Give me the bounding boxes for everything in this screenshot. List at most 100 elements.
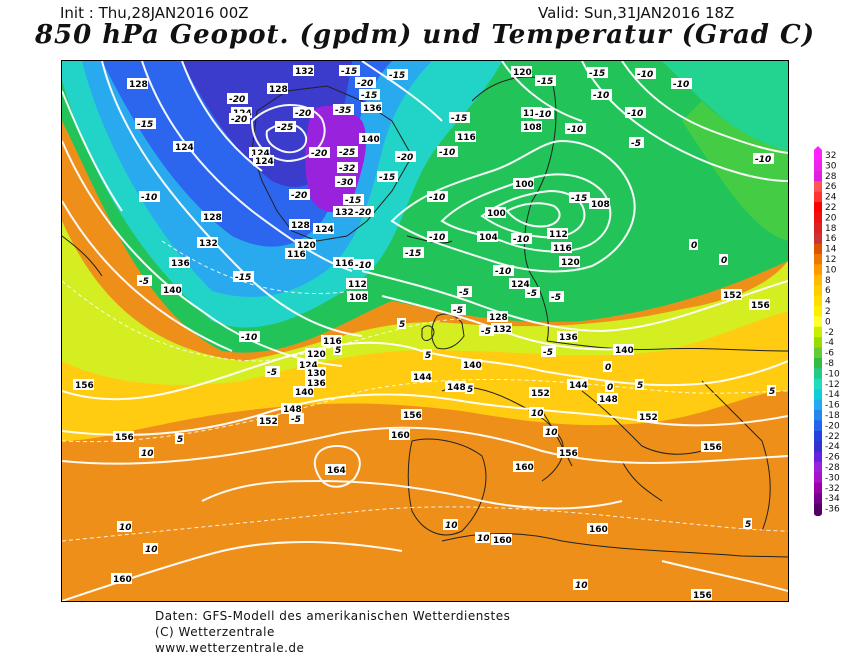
temperature-label: -10 (429, 193, 445, 203)
legend-label: 2 (825, 307, 831, 317)
temperature-label-bg (395, 151, 416, 162)
geopotential-label: 120 (307, 350, 326, 360)
geopotential-label-bg (111, 573, 132, 584)
temperature-label-bg (767, 385, 776, 396)
geopotential-label: 120 (513, 68, 532, 78)
geopotential-label: 152 (531, 389, 550, 399)
geopotential-label: 160 (493, 536, 512, 546)
legend-label: -20 (825, 421, 840, 431)
geopotential-label: 128 (269, 85, 288, 95)
temperature-label-bg (569, 192, 590, 203)
geopotential-label-bg (161, 284, 182, 295)
temperature-label: 5 (637, 381, 643, 391)
geopotential-label: 136 (307, 379, 326, 389)
temperature-label: 0 (721, 256, 727, 266)
geopotential-label: 160 (113, 575, 132, 585)
temperature-label: -20 (357, 79, 373, 89)
temperature-legend: 32 30 28 26 24 22 20 18 16 14 12 10 8 6 4 2 0 -2 -4 -6 -8 -10… (812, 146, 850, 518)
temperature-label-bg (117, 521, 132, 532)
geopotential-label: 152 (259, 417, 278, 427)
geopotential-label-bg (127, 78, 148, 89)
temperature-label-bg (309, 147, 330, 158)
temperature-label: 10 (545, 428, 558, 438)
temperature-label-bg (233, 271, 254, 282)
temperature-label-bg (635, 68, 656, 79)
temperature-label-bg (671, 78, 692, 89)
legend-swatch (814, 285, 822, 297)
geopotential-label: 100 (487, 209, 506, 219)
footer-website: www.wetterzentrale.de (155, 641, 305, 655)
geopotential-label: 132 (199, 239, 218, 249)
geopotential-label: 140 (361, 135, 380, 145)
temperature-label: -5 (267, 368, 277, 378)
temperature-label: 5 (425, 351, 431, 361)
temperature-label-bg (175, 433, 184, 444)
geopotential-label-bg (587, 523, 608, 534)
temperature-label-bg (541, 346, 556, 357)
legend-label: 12 (825, 255, 836, 265)
geopotential-label-bg (557, 331, 578, 342)
temperature-label: -15 (451, 114, 467, 124)
temperature-label: -20 (295, 109, 311, 119)
geopotential-label: 156 (403, 411, 422, 421)
geopotential-label-bg (201, 211, 222, 222)
temperature-label: -10 (355, 261, 371, 271)
geopotential-label: 152 (639, 413, 658, 423)
temperature-label-bg (355, 77, 376, 88)
geopotential-label-bg (333, 257, 354, 268)
legend-swatch (814, 274, 822, 286)
temperature-label: -10 (495, 267, 511, 277)
legend-label: -30 (825, 473, 840, 483)
temperature-label: -15 (137, 120, 153, 130)
geopotential-label: 132 (295, 67, 314, 77)
legend-label: -34 (825, 494, 840, 504)
temperature-label-bg (743, 518, 752, 529)
temperature-label: -15 (389, 71, 405, 81)
geopotential-label: 108 (591, 200, 610, 210)
geopotential-label-bg (509, 278, 530, 289)
temperature-label-bg (475, 532, 490, 543)
temperature-label: 10 (531, 409, 544, 419)
temperature-label: 10 (445, 521, 458, 531)
geopotential-label-bg (325, 464, 346, 475)
temperature-label: -10 (755, 155, 771, 165)
weather-map: 1281281321241241241241281281241321321361… (61, 60, 789, 602)
legend-label: 6 (825, 286, 831, 296)
geopotential-label-bg (749, 299, 770, 310)
temperature-label: -15 (589, 69, 605, 79)
temperature-label-bg (565, 123, 586, 134)
geopotential-label: 156 (751, 301, 770, 311)
geopotential-label: 124 (299, 361, 318, 371)
legend-swatch (814, 430, 822, 442)
geopotential-label: 130 (307, 369, 326, 379)
temperature-label: 5 (769, 387, 775, 397)
temperature-label: -25 (277, 123, 293, 133)
temperature-label: 10 (141, 449, 154, 459)
geopotential-label-bg (267, 83, 288, 94)
legend-label: 20 (825, 213, 837, 223)
geopotential-label-bg (293, 65, 314, 76)
legend-label: -14 (825, 390, 840, 400)
temperature-label-bg (275, 121, 296, 132)
geopotential-label-bg (253, 155, 274, 166)
temperature-label: -10 (673, 80, 689, 90)
geopotential-label-bg (557, 447, 578, 458)
legend-label: -12 (825, 380, 840, 390)
legend-swatch (814, 326, 822, 338)
temperature-label-bg (511, 233, 532, 244)
temperature-label: -20 (397, 153, 413, 163)
temperature-label-bg (629, 137, 644, 148)
temperature-label: -10 (627, 109, 643, 119)
temperature-label: -5 (291, 415, 301, 425)
footer-data-source: Daten: GFS-Modell des amerikanischen Wet… (155, 609, 511, 623)
geopotential-label: 100 (515, 180, 534, 190)
temperature-label: -20 (231, 115, 247, 125)
legend-swatch (814, 295, 822, 307)
temperature-label-bg (387, 69, 408, 80)
geopotential-label-bg (513, 178, 534, 189)
legend-swatch (814, 181, 822, 193)
geopotential-label: 148 (447, 383, 466, 393)
geopotential-label: 128 (129, 80, 148, 90)
geopotential-label-bg (521, 107, 542, 118)
legend-swatch (814, 503, 822, 515)
